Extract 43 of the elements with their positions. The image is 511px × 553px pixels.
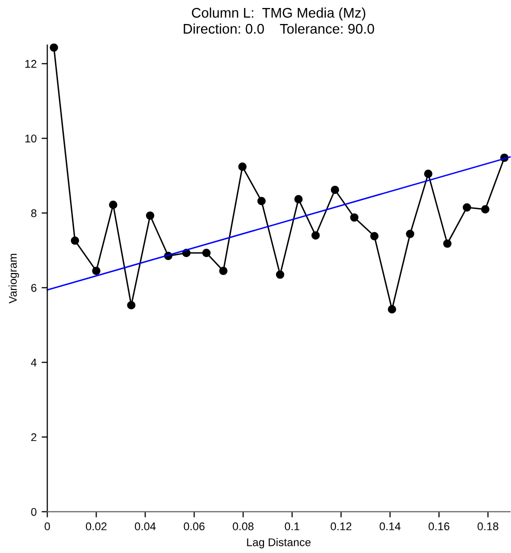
x-tick-label: 0.1	[284, 522, 300, 530]
point	[202, 248, 211, 258]
y-tick-label: 0	[31, 508, 36, 516]
x-tick-label: 0.18	[478, 522, 498, 530]
point	[311, 231, 320, 240]
x-tick-label: 0.12	[330, 522, 352, 530]
point	[462, 203, 472, 212]
y-tick-label: 10	[25, 134, 36, 142]
point	[257, 196, 266, 206]
point	[424, 170, 432, 178]
y-tick-label: 8	[31, 209, 36, 218]
y-tick-label: 2	[31, 433, 36, 442]
y-tick-label: 4	[30, 358, 37, 366]
point	[146, 211, 154, 220]
x-tick-label: 0	[44, 522, 50, 530]
point	[330, 186, 340, 194]
x-tick-label: 0.04	[134, 522, 156, 530]
point	[70, 236, 80, 245]
point	[238, 162, 247, 171]
x-tick-label: 0.08	[232, 522, 254, 530]
point	[127, 301, 136, 310]
point	[406, 230, 414, 238]
point	[219, 266, 228, 276]
point	[370, 232, 379, 240]
y-tick-label: 12	[25, 60, 36, 68]
point	[92, 266, 100, 276]
point	[50, 43, 58, 52]
point	[350, 213, 358, 222]
point	[276, 270, 284, 279]
chart-title: Column L: TMG Media (Mz)	[192, 8, 366, 20]
x-tick-label: 0.02	[86, 522, 107, 530]
x-tick-label: 0.14	[380, 522, 401, 530]
y-axis-title: Variogram	[8, 254, 19, 304]
point	[294, 195, 303, 204]
point	[481, 205, 490, 214]
point	[108, 200, 118, 209]
x-axis-title: Lag Distance	[247, 538, 311, 548]
point	[443, 239, 452, 248]
x-tick-label: 0.06	[184, 522, 205, 530]
chart-subtitle: Direction: 0.0 Tolerance: 90.0	[184, 24, 374, 34]
point	[388, 305, 396, 314]
x-tick-label: 0.16	[428, 522, 450, 530]
y-tick-label: 6	[31, 284, 36, 292]
